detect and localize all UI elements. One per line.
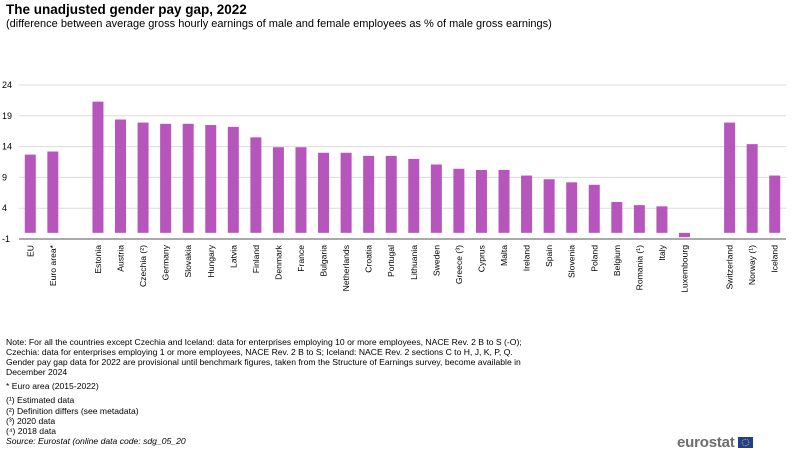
eurostat-logo: eurostat xyxy=(677,434,753,451)
x-tick-label: Denmark xyxy=(273,244,283,280)
x-tick-label: Sweden xyxy=(431,245,441,276)
bar xyxy=(295,147,307,233)
y-tick-label: 14 xyxy=(2,142,12,152)
x-tick-label: Slovenia xyxy=(567,245,577,278)
x-tick-label: Netherlands xyxy=(341,245,351,291)
y-tick-label: 24 xyxy=(2,80,12,90)
bar xyxy=(566,182,578,233)
bar xyxy=(385,155,397,233)
x-tick-label: Poland xyxy=(589,245,599,272)
bar xyxy=(408,158,420,233)
y-tick-label: 4 xyxy=(2,203,7,213)
note-line: Gender pay gap data for 2022 are provisi… xyxy=(6,357,521,368)
bar xyxy=(656,206,668,233)
bar xyxy=(521,175,533,233)
x-tick-label: Spain xyxy=(544,245,554,267)
x-tick-label: Luxembourg xyxy=(679,245,689,293)
footnote-2020: (³) 2020 data xyxy=(6,415,56,426)
x-tick-label: Estonia xyxy=(93,245,103,274)
x-tick-label: Czechia (²) xyxy=(138,245,148,287)
logo-text: eurostat xyxy=(677,434,735,451)
footnote-2018: (⁴) 2018 data xyxy=(6,425,57,436)
x-tick-label: Finland xyxy=(251,245,261,273)
bar xyxy=(227,126,239,233)
bar xyxy=(92,101,104,233)
notes-section: Note: For all the countries except Czech… xyxy=(6,337,566,446)
x-tick-label: Malta xyxy=(499,245,509,266)
x-tick-label: Slovakia xyxy=(183,245,193,278)
x-tick-label: Iceland xyxy=(770,245,780,273)
x-tick-label: Hungary xyxy=(206,244,216,277)
y-tick-label: -1 xyxy=(2,234,10,244)
bar xyxy=(24,154,36,233)
bar xyxy=(115,119,127,233)
x-tick-label: France xyxy=(296,245,306,272)
bar xyxy=(430,164,442,233)
x-tick-label: Cyprus xyxy=(476,245,486,272)
x-tick-label: Austria xyxy=(116,245,126,272)
x-tick-label: Ireland xyxy=(522,245,532,271)
bar xyxy=(475,170,487,233)
x-tick-label: Germany xyxy=(161,244,171,280)
x-tick-label: Greece (³) xyxy=(454,245,464,284)
x-tick-label: Lithuania xyxy=(409,245,419,280)
chart-title: The unadjusted gender pay gap, 2022 xyxy=(6,2,247,17)
bar xyxy=(47,151,59,233)
eu-flag-icon xyxy=(737,437,753,448)
euro-area-note: * Euro area (2015-2022) xyxy=(6,381,99,392)
x-tick-label: Belgium xyxy=(612,245,622,276)
bar xyxy=(205,125,217,233)
bar-chart: -1 4 9 14 19 24 EU Euro area* Estonia Austria Czec… xyxy=(2,80,786,293)
footnote-estimated: (¹) Estimated data xyxy=(6,395,75,406)
note-line: Note: For all the countries except Czech… xyxy=(6,337,522,347)
x-tick-label: Bulgaria xyxy=(319,245,329,277)
x-tick-label: Croatia xyxy=(364,245,374,273)
bar xyxy=(498,170,510,233)
bar xyxy=(543,179,555,233)
x-tick-label: Italy xyxy=(657,244,667,260)
x-tick-label: Romania (¹) xyxy=(634,245,644,291)
bar xyxy=(250,137,262,233)
bar xyxy=(746,144,758,233)
bar xyxy=(588,184,600,233)
bar xyxy=(633,205,645,233)
bar xyxy=(272,147,284,233)
x-tick-label: Norway (¹) xyxy=(747,245,757,285)
bar xyxy=(678,232,690,238)
bar xyxy=(453,168,465,233)
bar xyxy=(611,202,623,233)
bar xyxy=(318,152,330,233)
x-tick-label: EU xyxy=(25,245,35,257)
x-tick-label: Euro area* xyxy=(48,244,58,286)
bar xyxy=(724,122,736,233)
note-line: December 2024 xyxy=(6,367,68,378)
x-tick-label: Portugal xyxy=(386,245,396,277)
chart-subtitle: (difference between average gross hourly… xyxy=(6,18,552,30)
x-tick-label: Switzerland xyxy=(725,245,735,290)
bar xyxy=(182,123,194,233)
bar xyxy=(340,152,352,233)
note-line: Czechia: data for enterprises employing … xyxy=(6,347,513,358)
bar xyxy=(160,123,172,233)
source-line: Source: Eurostat (online data code: sdg_… xyxy=(6,435,186,446)
x-tick-label: Latvia xyxy=(228,245,238,268)
y-tick-label: 9 xyxy=(2,172,7,182)
y-tick-label: 19 xyxy=(2,111,12,121)
bar xyxy=(363,155,375,233)
bar xyxy=(769,175,781,233)
bar xyxy=(137,122,149,233)
footnote-definition: (²) Definition differs (see metadata) xyxy=(6,405,139,416)
